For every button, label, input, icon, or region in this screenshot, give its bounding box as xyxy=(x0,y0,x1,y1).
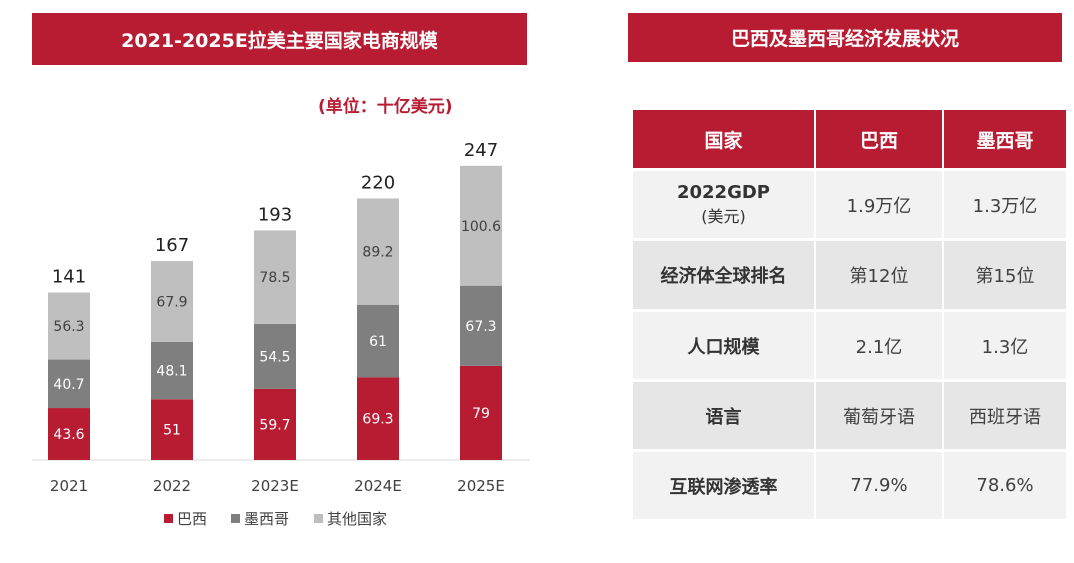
table-row: 人口规模 2.1亿 1.3亿 xyxy=(633,312,1066,379)
unit-label: (单位：十亿美元) xyxy=(318,97,453,117)
value-label: 59.7 xyxy=(259,417,290,433)
table-row: 语言 葡萄牙语 西班牙语 xyxy=(633,382,1066,449)
bar-segment xyxy=(460,365,502,460)
mexico-value: 1.3万亿 xyxy=(944,171,1066,238)
bar-segment xyxy=(151,261,193,342)
value-label: 78.5 xyxy=(259,270,290,286)
header-brazil: 巴西 xyxy=(816,110,942,168)
brazil-value: 第12位 xyxy=(816,241,942,309)
value-label: 67.9 xyxy=(156,294,187,310)
value-label: 100.6 xyxy=(461,219,501,235)
brazil-value: 葡萄牙语 xyxy=(816,382,942,449)
mexico-value: 78.6% xyxy=(944,452,1066,519)
bar-segment xyxy=(48,292,90,360)
bar-segment xyxy=(151,399,193,460)
chart-title: 2021-2025E拉美主要国家电商规模 xyxy=(32,13,527,65)
bar-segment xyxy=(254,388,296,460)
bar-segment xyxy=(460,165,502,286)
legend-swatch xyxy=(164,514,173,523)
mexico-value: 第15位 xyxy=(944,241,1066,309)
brazil-value: 1.9万亿 xyxy=(816,171,942,238)
header-country: 国家 xyxy=(633,110,814,168)
row-label: 互联网渗透率 xyxy=(633,452,814,519)
category-label: 2022 xyxy=(153,477,191,495)
bar-segment xyxy=(254,230,296,324)
value-label: 43.6 xyxy=(53,427,84,443)
total-label: 141 xyxy=(52,266,86,287)
brazil-value: 2.1亿 xyxy=(816,312,942,379)
total-label: 220 xyxy=(361,172,395,193)
category-label: 2024E xyxy=(354,477,402,495)
table-row: 经济体全球排名 第12位 第15位 xyxy=(633,241,1066,309)
table-row: 互联网渗透率 77.9% 78.6% xyxy=(633,452,1066,519)
value-label: 79 xyxy=(472,406,490,422)
legend-label: 巴西 xyxy=(177,510,207,528)
bar-segment xyxy=(48,359,90,409)
bar-segment xyxy=(48,408,90,460)
category-label: 2023E xyxy=(251,477,299,495)
bar-segment xyxy=(357,377,399,460)
economy-table: 国家 巴西 墨西哥 2022GDP (美元) 1.9万亿 1.3万亿 经济体全球排名 第1… xyxy=(631,107,1068,522)
legend-label: 其他国家 xyxy=(327,510,387,528)
total-label: 167 xyxy=(155,235,189,256)
value-label: 56.3 xyxy=(53,319,84,335)
value-label: 89.2 xyxy=(362,245,393,261)
legend-swatch xyxy=(314,514,323,523)
value-label: 67.3 xyxy=(465,319,496,335)
row-label: 人口规模 xyxy=(633,312,814,379)
table-row: 2022GDP (美元) 1.9万亿 1.3万亿 xyxy=(633,171,1066,238)
category-label: 2025E xyxy=(457,477,505,495)
mexico-value: 1.3亿 xyxy=(944,312,1066,379)
bar-segment xyxy=(151,341,193,400)
value-label: 69.3 xyxy=(362,412,393,428)
stacked-bar-chart: 43.6 40.7 56.3 141 2021 51 48.1 67.9 167 2022 59.7… xyxy=(32,140,530,528)
header-mexico: 墨西哥 xyxy=(944,110,1066,168)
row-label: 经济体全球排名 xyxy=(633,241,814,309)
row-label: 语言 xyxy=(633,382,814,449)
brazil-value: 77.9% xyxy=(816,452,942,519)
bar-segment xyxy=(254,323,296,389)
row-label: 2022GDP (美元) xyxy=(633,171,814,238)
mexico-value: 西班牙语 xyxy=(944,382,1066,449)
value-label: 40.7 xyxy=(53,377,84,393)
legend-label: 墨西哥 xyxy=(244,510,289,528)
table-title: 巴西及墨西哥经济发展状况 xyxy=(628,13,1062,62)
category-label: 2021 xyxy=(50,477,88,495)
total-label: 193 xyxy=(258,204,292,225)
legend-swatch xyxy=(231,514,240,523)
bar-segment xyxy=(357,304,399,378)
total-label: 247 xyxy=(464,140,498,161)
value-label: 61 xyxy=(369,334,387,350)
bar-segment xyxy=(357,198,399,305)
bar-segment xyxy=(460,285,502,366)
value-label: 51 xyxy=(163,423,181,439)
value-label: 54.5 xyxy=(259,349,290,365)
value-label: 48.1 xyxy=(156,364,187,380)
